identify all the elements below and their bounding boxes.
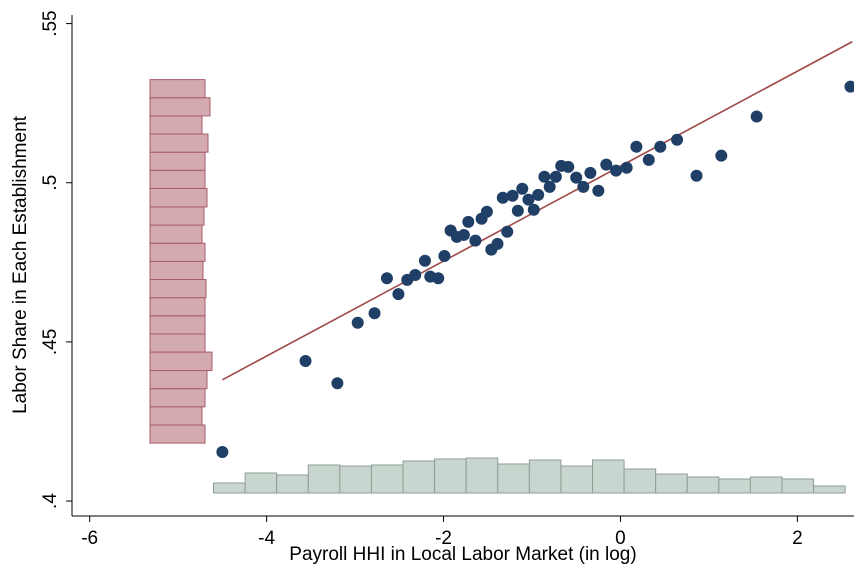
scatter-point [516,182,529,195]
y-tick-label: .4 [40,493,61,509]
scatter-point [380,272,393,285]
scatter-point [331,377,344,390]
x-histogram-bar [434,458,467,494]
scatter-point [491,237,504,250]
x-histogram-bar [592,459,625,494]
scatter-point [642,153,655,166]
x-histogram-bar [276,474,309,494]
y-tick-label: .5 [40,175,61,191]
scatter-point [620,161,633,174]
scatter-point [438,249,451,262]
scatter-point [480,205,493,218]
scatter-point [538,170,551,183]
y-histogram-bar [149,351,213,372]
scatter-point [750,110,763,123]
scatter-point [418,254,431,267]
x-histogram-bar [497,463,530,494]
y-histogram-bar [149,224,203,244]
scatter-point [577,180,590,193]
x-histogram-bar [528,459,562,494]
y-histogram-bar [149,115,203,135]
x-histogram-bar [339,465,372,494]
y-histogram-bar [149,297,206,317]
scatter-point [600,158,613,171]
scatter-point [368,307,381,320]
scatter-point [562,160,575,173]
x-histogram-bar [213,482,246,494]
x-histogram-bar [686,476,720,494]
scatter-point [592,184,605,197]
y-histogram-bar [149,206,205,226]
x-histogram-bar [560,465,594,494]
y-histogram-bar [149,97,211,117]
scatter-point [630,140,643,153]
scatter-point [501,225,514,238]
x-tick-label: -6 [81,528,98,549]
x-axis-label: Payroll HHI in Local Labor Market (in lo… [289,544,636,565]
scatter-point [469,234,482,247]
scatter-point [671,133,684,146]
scatter-point [584,166,597,179]
scatter-point [522,193,535,206]
x-histogram-bar [655,473,688,494]
y-tick-label: .55 [40,10,61,36]
scatter-point [690,169,703,182]
y-axis-label: Labor Share in Each Establishment [10,115,31,414]
scatter-point [496,191,509,204]
y-histogram-bar [149,79,206,99]
scatter-point [511,204,524,217]
scatter-point [462,215,475,228]
scatter-point [506,189,519,202]
y-histogram-bar [149,315,206,335]
y-histogram-bar [149,388,206,408]
x-tick-label: 2 [792,528,803,549]
scatter-point [543,180,556,193]
x-tick-label: -4 [258,528,275,549]
y-histogram-bar [149,424,206,444]
scatter-point [532,188,545,201]
scatter-point [610,164,623,177]
y-histogram-bar [149,151,206,171]
scatter-point [432,272,445,285]
y-histogram-bar [149,242,206,262]
y-histogram-bar [149,406,203,426]
x-histogram-bar [623,468,657,494]
y-histogram-bar [149,279,207,299]
scatter-point [654,140,667,153]
x-tick-label: 0 [615,528,626,549]
x-histogram-bar [402,460,436,494]
scatter-point [715,149,728,162]
scatter-point [216,446,229,459]
x-histogram-bar [465,457,499,494]
y-histogram-bar [149,370,208,390]
scatter-point [549,170,562,183]
scatter-point [409,269,422,282]
scatter-point [457,228,470,241]
y-histogram-bar [149,187,208,208]
y-histogram-bar [149,260,204,281]
scatter-point [299,354,312,367]
x-tick-label: -2 [435,528,452,549]
x-histogram-bar [813,485,846,494]
scatter-point [527,203,540,216]
x-histogram-bar [307,464,341,494]
y-tick-label: .45 [40,329,61,355]
y-histogram-bar [149,133,209,153]
x-histogram-bar [244,472,278,494]
y-histogram-bar [149,169,206,189]
x-histogram-bar [781,478,815,494]
scatter-point [570,171,583,184]
scatter-point [351,316,364,329]
y-histogram-bar [149,333,206,353]
x-histogram-bar [749,476,783,494]
scatter-point [844,80,854,93]
x-histogram-bar [370,464,404,494]
scatter-point [392,288,405,301]
x-histogram-bar [718,478,751,494]
